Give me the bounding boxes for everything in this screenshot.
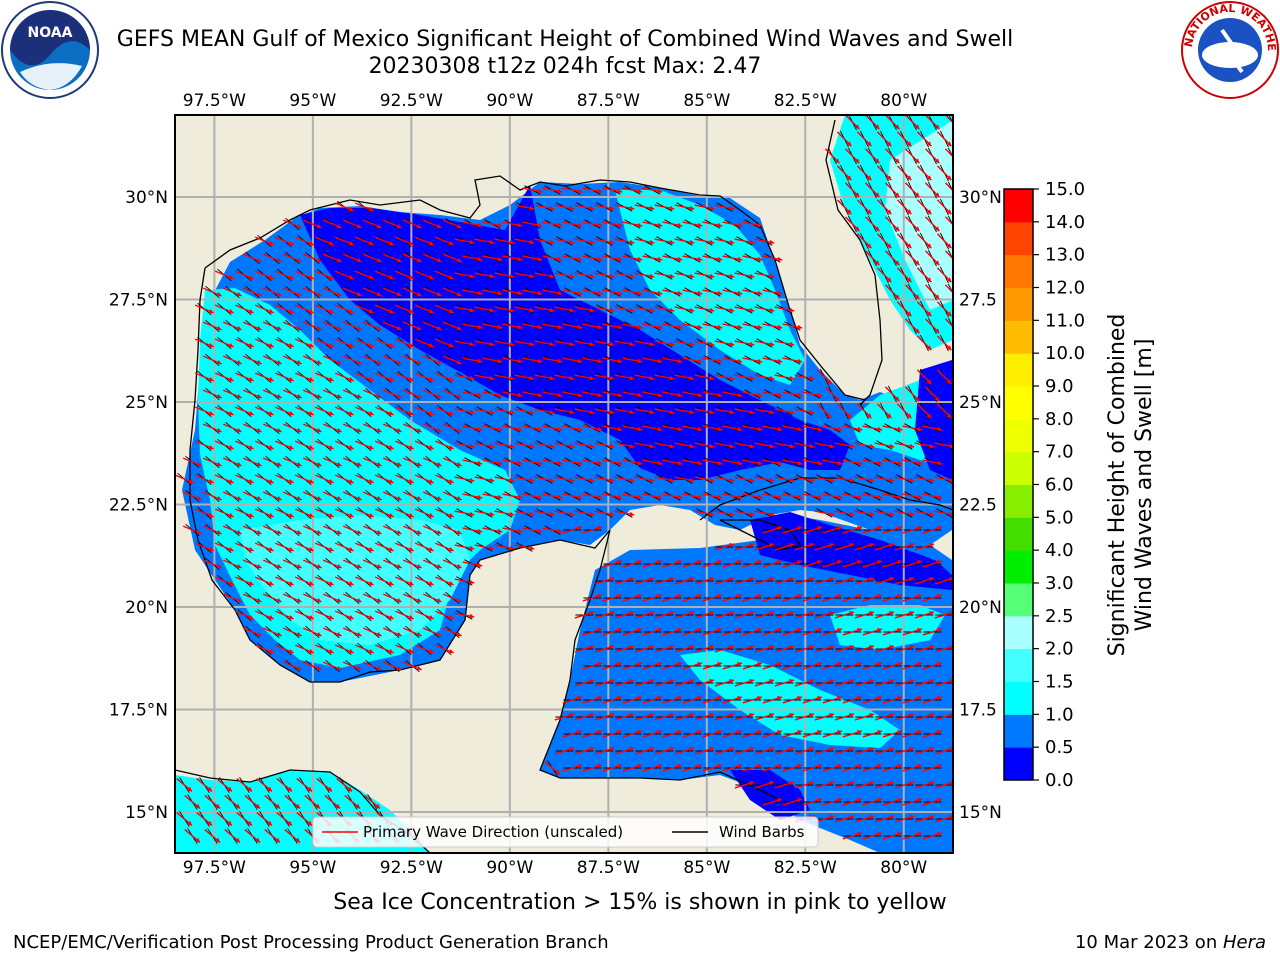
lat-tick-label-left: 15°N bbox=[125, 803, 168, 823]
lat-tick-label-right: 15°N bbox=[959, 803, 1002, 823]
lon-tick-label-bottom: 95°W bbox=[289, 858, 336, 878]
lat-tick-label-right: 25°N bbox=[959, 393, 1002, 413]
colorbar-swatch bbox=[1004, 484, 1033, 518]
svg-text:Wind Waves and Swell [m]: Wind Waves and Swell [m] bbox=[1132, 339, 1157, 632]
map-plot-area bbox=[175, 115, 953, 853]
lon-tick-label-top: 80°W bbox=[880, 91, 927, 111]
colorbar-tick-label: 10.0 bbox=[1045, 343, 1085, 364]
colorbar-swatch bbox=[1004, 583, 1033, 617]
colorbar-swatch bbox=[1004, 648, 1033, 682]
colorbar-swatch bbox=[1004, 320, 1033, 354]
caribbean-wave-zone-0-0 bbox=[750, 512, 952, 590]
lat-tick-label-right: 17.5 bbox=[959, 701, 997, 721]
colorbar-swatch bbox=[1004, 517, 1033, 551]
colorbar-swatch bbox=[1004, 386, 1033, 420]
colorbar-tick-label: 4.0 bbox=[1045, 540, 1074, 561]
svg-text:NOAA: NOAA bbox=[28, 25, 73, 41]
lat-tick-label-left: 27.5°N bbox=[109, 291, 168, 311]
lat-tick-label-left: 25°N bbox=[125, 393, 168, 413]
colorbar-tick-label: 0.0 bbox=[1045, 770, 1074, 791]
lat-tick-label-left: 30°N bbox=[125, 188, 168, 208]
colorbar-tick-label: 12.0 bbox=[1045, 278, 1085, 299]
footer-credit: NCEP/EMC/Verification Post Processing Pr… bbox=[13, 932, 609, 953]
colorbar-tick-label: 5.0 bbox=[1045, 507, 1074, 528]
lon-tick-label-bottom: 80°W bbox=[880, 858, 927, 878]
colorbar-tick-label: 14.0 bbox=[1045, 212, 1085, 233]
colorbar-tick-label: 9.0 bbox=[1045, 376, 1074, 397]
sea-ice-note: Sea Ice Concentration > 15% is shown in … bbox=[333, 890, 947, 915]
lat-ticks-right: 30°N 27.5 25°N 22.5 20°N 17.5 15°N bbox=[959, 188, 1002, 823]
colorbar-tick-label: 11.0 bbox=[1045, 310, 1085, 331]
colorbar-swatch bbox=[1004, 550, 1033, 584]
caribbean-wave-zone-1-5-a bbox=[680, 650, 900, 748]
lon-tick-label-top: 90°W bbox=[486, 91, 533, 111]
legend-barb-label: Wind Barbs bbox=[719, 823, 805, 841]
legend-wave-label: Primary Wave Direction (unscaled) bbox=[363, 823, 623, 841]
colorbar-tick-label: 8.0 bbox=[1045, 409, 1074, 430]
colorbar-swatch bbox=[1004, 615, 1033, 650]
east-gulf-wave-zone-1-5 bbox=[615, 190, 805, 385]
colorbar-swatch bbox=[1004, 418, 1033, 453]
gulf-wave-zone-0-0 bbox=[300, 185, 850, 480]
colorbar-swatch bbox=[1004, 714, 1033, 748]
colorbar-tick-label: 15.0 bbox=[1045, 179, 1085, 200]
lon-ticks-bottom: 97.5°W 95°W 92.5°W 90°W 87.5°W 85°W 82.5°W 80°W bbox=[183, 858, 928, 878]
lon-tick-label-bottom: 85°W bbox=[683, 858, 730, 878]
nws-logo: NATIONAL WEATHER SERVICE bbox=[0, 0, 1279, 99]
lon-ticks-top: 97.5°W 95°W 92.5°W 90°W 87.5°W 85°W 82.5°W 80°W bbox=[183, 91, 928, 111]
colorbar-swatch bbox=[1004, 221, 1033, 256]
colorbar-tick-label: 0.5 bbox=[1045, 737, 1074, 758]
lat-tick-label-left: 20°N bbox=[125, 598, 168, 618]
colorbar-swatch bbox=[1004, 681, 1033, 715]
colorbar-tick-label: 7.0 bbox=[1045, 442, 1074, 463]
colorbar-swatch bbox=[1004, 451, 1033, 485]
noaa-logo: NOAA bbox=[1, 1, 99, 99]
lat-tick-label-left: 22.5°N bbox=[109, 496, 168, 516]
map-subtitle: 20230308 t12z 024h fcst Max: 2.47 bbox=[368, 54, 762, 79]
lon-tick-label-top: 92.5°W bbox=[380, 91, 443, 111]
colorbar-tick-label: 2.0 bbox=[1045, 639, 1074, 660]
svg-text:NATIONAL WEATHER SERVICE: NATIONAL WEATHER SERVICE bbox=[0, 0, 1278, 51]
lon-tick-label-bottom: 87.5°W bbox=[577, 858, 640, 878]
lon-tick-label-bottom: 90°W bbox=[486, 858, 533, 878]
map-frame bbox=[174, 114, 954, 854]
colorbar-swatch bbox=[1004, 254, 1033, 288]
lon-tick-label-top: 82.5°W bbox=[774, 91, 837, 111]
colorbar-swatch bbox=[1004, 747, 1033, 781]
colorbar-tick-label: 1.0 bbox=[1045, 704, 1074, 725]
colorbar-tick-label: 2.5 bbox=[1045, 606, 1074, 627]
colorbar-tick-label: 3.0 bbox=[1045, 573, 1074, 594]
svg-text:Significant Height of Combined: Significant Height of Combined bbox=[1105, 314, 1130, 657]
map-title: GEFS MEAN Gulf of Mexico Significant Hei… bbox=[116, 27, 1014, 52]
colorbar-tick-label: 13.0 bbox=[1045, 245, 1085, 266]
lat-tick-label-right: 30°N bbox=[959, 188, 1002, 208]
map-gridlines bbox=[175, 115, 953, 853]
colorbar-ticks: 0.0 0.5 1.0 1.5 2.0 2.5 3.0 4.0 5.0 6.0 7.0 8.0 9.0 1… bbox=[1033, 179, 1085, 791]
footer-date: 10 Mar 2023 on Hera bbox=[1074, 932, 1266, 953]
lat-tick-label-left: 17.5°N bbox=[109, 701, 168, 721]
lat-tick-label-right: 20°N bbox=[959, 598, 1002, 618]
colorbar-label: Significant Height of Combined Wind Wave… bbox=[1105, 314, 1157, 657]
colorbar-swatch bbox=[1004, 189, 1033, 223]
lon-tick-label-bottom: 97.5°W bbox=[183, 858, 246, 878]
lon-tick-label-top: 95°W bbox=[289, 91, 336, 111]
lat-tick-label-right: 27.5 bbox=[959, 291, 997, 311]
colorbar-tick-label: 6.0 bbox=[1045, 475, 1074, 496]
lon-tick-label-top: 97.5°W bbox=[183, 91, 246, 111]
lat-ticks-left: 30°N 27.5°N 25°N 22.5°N 20°N 17.5°N 15°N bbox=[109, 188, 168, 823]
colorbar bbox=[1003, 188, 1034, 781]
vector-field bbox=[175, 115, 953, 844]
bahamas-wave-zone-0-0 bbox=[915, 360, 952, 480]
lon-tick-label-bottom: 82.5°W bbox=[774, 858, 837, 878]
colorbar-swatch bbox=[1004, 287, 1033, 321]
lon-tick-label-bottom: 92.5°W bbox=[380, 858, 443, 878]
colorbar-swatch bbox=[1004, 353, 1033, 387]
lon-tick-label-top: 87.5°W bbox=[577, 91, 640, 111]
lat-tick-label-right: 22.5 bbox=[959, 496, 997, 516]
colorbar-tick-label: 1.5 bbox=[1045, 672, 1074, 693]
map-legend: Primary Wave Direction (unscaled) Wind B… bbox=[312, 816, 819, 848]
lon-tick-label-top: 85°W bbox=[683, 91, 730, 111]
